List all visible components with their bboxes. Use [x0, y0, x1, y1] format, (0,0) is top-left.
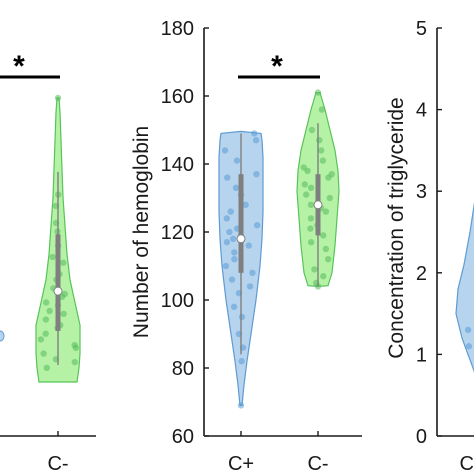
violin-left-cminus-point	[42, 299, 50, 306]
violin-cplus-point	[232, 184, 240, 191]
violin-left-cminus-point	[42, 316, 50, 323]
violin-cplus-point	[245, 242, 252, 249]
y-tick-label: 80	[172, 358, 194, 380]
violin-cminus-point	[318, 106, 326, 113]
x-tick-label: C	[460, 453, 474, 474]
violin-cplus-point	[226, 228, 233, 236]
violin-cminus-point	[318, 147, 325, 154]
violin-cplus-point	[230, 303, 238, 310]
violin-left-cminus-iqr-box	[55, 234, 61, 331]
violin-left-cminus-point	[72, 344, 80, 352]
violin-cminus-point	[325, 174, 332, 181]
panel-hemoglobin: 60 80 100 120 140 160 180 C+ C- Number of hemoglo…	[130, 18, 362, 474]
y-tick-label: 160	[161, 86, 194, 108]
violin-cplus-point	[249, 269, 256, 276]
y-tick-label: 100	[161, 290, 194, 312]
x-tick-label: C-	[307, 453, 328, 474]
significance-star: *	[271, 50, 283, 83]
violin-cminus-point	[307, 239, 315, 246]
violin-cminus-point	[311, 266, 318, 273]
y-tick-label: 120	[161, 222, 194, 244]
violin-cminus-point	[325, 256, 332, 263]
x-tick-label: C+	[228, 453, 254, 474]
y-tick-label: 180	[161, 18, 194, 40]
violin-left-cminus-point	[40, 350, 47, 357]
y-tick-label: 140	[161, 154, 194, 176]
violin-left-cminus-median	[53, 286, 63, 296]
violin-cminus-median	[313, 200, 323, 210]
x-tick-label: C-	[47, 453, 68, 474]
violin-cplus-point	[227, 208, 234, 215]
violin-cplus-point	[238, 358, 245, 365]
violin-cminus-point	[322, 208, 330, 215]
violin-cplus-point	[233, 157, 241, 164]
y-tick-label: 60	[172, 426, 194, 448]
violin-cminus-point	[314, 89, 322, 96]
violin-cplus-point	[231, 249, 238, 256]
violin-cminus-point	[302, 191, 310, 198]
violin-cminus-point	[307, 215, 315, 222]
violin-cplus-iqr-box	[238, 174, 244, 273]
violin-cminus-point	[307, 225, 314, 232]
violin-cplus-point	[253, 222, 261, 229]
violin-cplus-point	[251, 130, 258, 137]
violin-cminus-point	[307, 184, 315, 191]
violin-cplus-point	[228, 276, 236, 283]
violin-cplus-point	[252, 137, 260, 144]
violin-trig-cplus-point	[465, 343, 473, 350]
y-tick-label: 0	[416, 426, 427, 448]
violin-cplus-point	[231, 256, 238, 263]
violin-left-cminus-point	[49, 253, 56, 261]
violin-trig-cplus-violin	[455, 201, 474, 373]
violin-cplus-point	[246, 283, 254, 290]
violin-cplus-point	[238, 313, 246, 321]
violin-cplus-point	[229, 235, 237, 242]
violin-cminus-point	[319, 157, 327, 164]
violin-left-cminus-point	[60, 310, 67, 318]
y-tick-label: 1	[416, 344, 427, 366]
violin-left-cminus-point	[37, 336, 45, 343]
violin-left-cminus-point	[54, 94, 62, 102]
violin-cminus-point	[326, 194, 333, 202]
violin-cminus-point	[322, 245, 330, 253]
violin-cplus-point	[223, 239, 231, 246]
violin-left-cminus-point	[42, 330, 49, 337]
y-axis-title: Concentration of triglyceride	[385, 97, 408, 358]
violin-cplus-point	[222, 262, 230, 270]
violin-cminus-point	[307, 201, 315, 208]
significance-star: *	[13, 50, 25, 83]
y-tick-label: 5	[416, 18, 427, 40]
violin-cminus-point	[301, 181, 309, 188]
violin-cminus-point	[304, 167, 311, 174]
violin-cminus-point	[320, 232, 327, 239]
violin-cminus-point	[308, 126, 316, 134]
violin-cminus-point	[320, 273, 327, 280]
violin-cplus-median	[236, 234, 246, 244]
violin-cplus-point	[221, 147, 229, 154]
y-axis-title: Number of hemoglobin	[130, 126, 153, 338]
panel-left: C- *	[0, 50, 96, 474]
violin-cminus-point	[316, 137, 323, 144]
y-tick-label: 3	[416, 181, 427, 203]
violin-cplus-point	[237, 402, 245, 409]
violin-cplus-point	[224, 174, 231, 181]
violin-left-cminus-point	[43, 364, 51, 371]
violin-trig-cplus-point	[464, 326, 472, 334]
violin-left-cminus-point	[46, 307, 53, 315]
violin-cplus-point	[242, 201, 249, 208]
violin-left-cminus-point	[71, 358, 78, 366]
panel-triglyceride: 0 1 2 3 4 5 C Concentration of triglyceride	[385, 18, 474, 474]
y-tick-label: 4	[416, 100, 427, 122]
violin-cplus-point	[223, 215, 230, 222]
violin-left-cminus-point	[60, 259, 67, 266]
y-tick-label: 2	[416, 263, 427, 285]
violin-cplus-edge	[0, 330, 5, 342]
violin-cplus-point	[253, 171, 260, 178]
